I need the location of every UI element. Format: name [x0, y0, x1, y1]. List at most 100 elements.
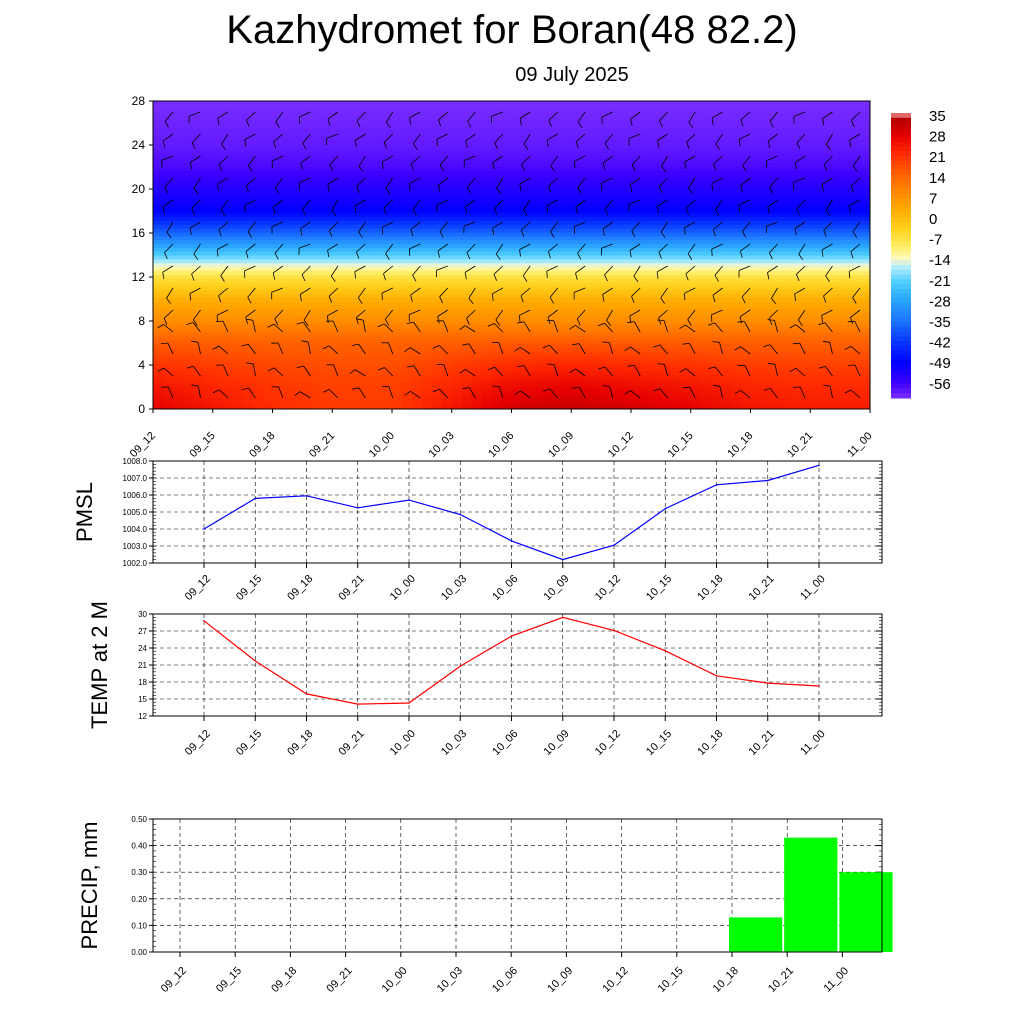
heatmap-cell	[182, 235, 194, 241]
heatmap-cell	[153, 347, 164, 352]
heatmap-cell	[640, 397, 652, 402]
heatmap-cell	[501, 189, 513, 194]
heatmap-cell	[332, 201, 343, 206]
heatmap-cell	[680, 258, 692, 264]
heatmap-cell	[302, 297, 313, 302]
heatmap-cell	[272, 228, 284, 233]
heatmap-cell	[172, 278, 184, 283]
heatmap-cell	[670, 358, 682, 364]
heatmap-cell	[631, 362, 642, 368]
heatmap-cell	[172, 220, 184, 225]
heatmap-cell	[640, 243, 652, 248]
heatmap-cell	[621, 158, 632, 164]
heatmap-cell	[252, 124, 264, 129]
heatmap-cell	[182, 154, 194, 160]
heatmap-cell	[302, 301, 313, 306]
heatmap-cell	[332, 162, 343, 168]
heatmap-cell	[401, 243, 413, 248]
heatmap-cell	[431, 197, 443, 202]
heatmap-cell	[222, 178, 234, 183]
heatmap-cell	[481, 308, 493, 314]
heatmap-cell	[640, 316, 652, 322]
heatmap-cell	[372, 324, 383, 329]
heatmap-cell	[282, 324, 294, 329]
heatmap-cell	[461, 355, 473, 360]
heatmap-cell	[153, 274, 164, 279]
heatmap-cell	[302, 189, 313, 194]
heatmap-cell	[242, 220, 254, 225]
heatmap-cell	[531, 312, 542, 318]
heatmap-cell	[322, 204, 333, 210]
heatmap-cell	[212, 124, 224, 129]
heatmap-cell	[252, 127, 264, 133]
heatmap-cell	[481, 366, 493, 372]
heatmap-cell	[362, 193, 373, 198]
heatmap-cell	[182, 316, 194, 322]
heatmap-cell	[431, 135, 443, 141]
heatmap-cell	[352, 174, 363, 179]
heatmap-cell	[312, 355, 323, 360]
heatmap-cell	[481, 262, 493, 268]
heatmap-cell	[312, 104, 323, 110]
heatmap-cell	[621, 224, 632, 229]
heatmap-cell	[372, 355, 383, 360]
heatmap-cell	[401, 216, 413, 221]
heatmap-cell	[431, 301, 443, 306]
heatmap-cell	[740, 343, 752, 348]
heatmap-cell	[541, 216, 552, 221]
heatmap-cell	[650, 262, 662, 268]
heatmap-cell	[581, 166, 592, 171]
heatmap-cell	[481, 270, 493, 275]
heatmap-cell	[650, 293, 662, 298]
heatmap-cell	[720, 251, 732, 256]
heatmap-cell	[342, 382, 353, 387]
heatmap-cell	[511, 220, 523, 225]
heatmap-cell	[710, 201, 722, 206]
heatmap-cell	[690, 324, 702, 329]
heatmap-cell	[282, 270, 294, 275]
heatmap-cell	[640, 339, 652, 345]
heatmap-cell	[212, 401, 224, 406]
heatmap-cell	[760, 162, 772, 168]
heatmap-cell	[362, 366, 373, 372]
heatmap-cell	[491, 189, 503, 194]
heatmap-cell	[670, 385, 682, 391]
heatmap-cell	[640, 343, 652, 348]
heatmap-cell	[431, 116, 443, 121]
heatmap-cell	[352, 166, 363, 171]
heatmap-cell	[332, 243, 343, 248]
heatmap-cell	[382, 235, 393, 241]
heatmap-cell	[282, 343, 294, 348]
heatmap-cell	[700, 216, 712, 221]
heatmap-cell	[710, 189, 722, 194]
heatmap-cell	[372, 378, 383, 383]
heatmap-cell	[611, 339, 622, 345]
heatmap-cell	[282, 332, 294, 337]
heatmap-cell	[561, 405, 572, 409]
heatmap-cell	[392, 362, 403, 368]
heatmap-cell	[401, 139, 413, 144]
heatmap-cell	[302, 405, 313, 409]
heatmap-cell	[421, 305, 433, 310]
heatmap-cell	[461, 120, 473, 125]
heatmap-cell	[192, 343, 204, 348]
heatmap-cell	[262, 255, 274, 260]
heatmap-cell	[352, 308, 363, 314]
heatmap-cell	[740, 208, 752, 214]
heatmap-cell	[182, 343, 194, 348]
heatmap-cell	[392, 397, 403, 402]
heatmap-cell	[611, 251, 622, 256]
heatmap-cell	[650, 224, 662, 229]
heatmap-cell	[212, 339, 224, 345]
heatmap-cell	[571, 143, 582, 148]
heatmap-cell	[302, 170, 313, 175]
heatmap-cell	[561, 231, 572, 237]
heatmap-cell	[202, 397, 214, 402]
heatmap-cell	[421, 362, 433, 368]
heatmap-cell	[162, 358, 174, 364]
heatmap-cell	[302, 101, 313, 106]
heatmap-cell	[372, 258, 383, 264]
heatmap-cell	[232, 174, 244, 179]
heatmap-cell	[222, 358, 234, 364]
heatmap-cell	[451, 224, 463, 229]
